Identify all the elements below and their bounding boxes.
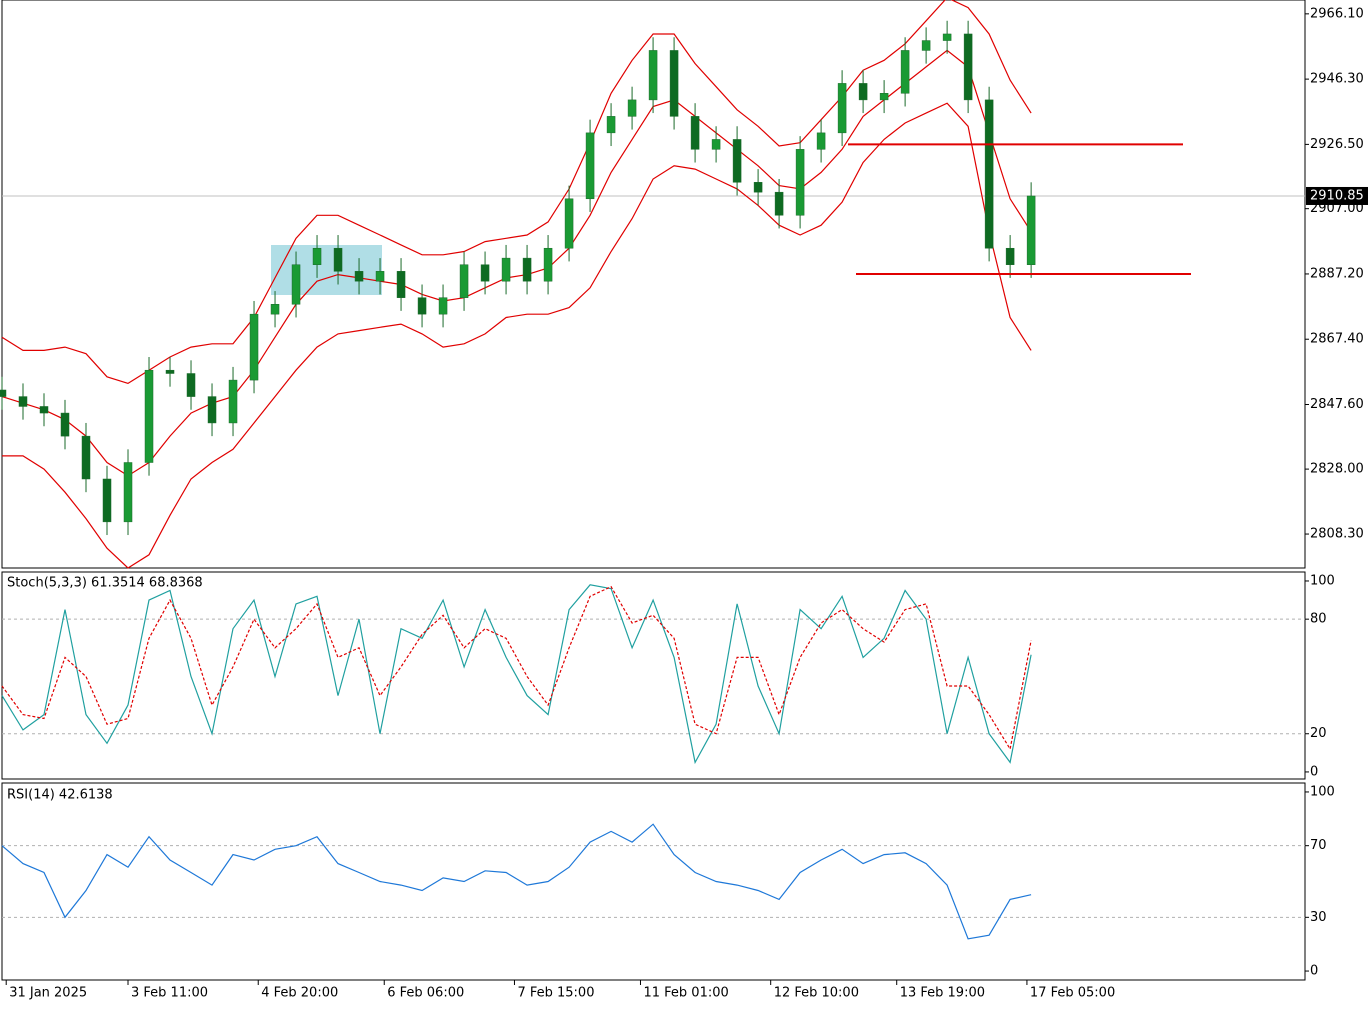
x-tick-label: 31 Jan 2025	[9, 986, 87, 1001]
x-tick-label: 12 Feb 10:00	[774, 986, 859, 1001]
candle-body	[0, 389, 7, 397]
rsi-panel	[1, 782, 1306, 981]
candle-body	[417, 297, 427, 315]
y-tick-label: 80	[1310, 612, 1327, 627]
x-tick-label: 17 Feb 05:00	[1030, 986, 1115, 1001]
y-tick-label: 70	[1310, 838, 1327, 853]
y-tick-label: 2828.00	[1310, 462, 1364, 477]
candle-body	[501, 257, 511, 282]
candle-body	[396, 271, 406, 298]
price-panel	[1, 0, 1306, 569]
candle-body	[60, 412, 70, 437]
series-line	[1, 584, 1032, 765]
x-tick-label: 6 Feb 06:00	[387, 986, 464, 1001]
candle-body	[711, 139, 721, 150]
y-tick-label: 2946.30	[1310, 72, 1364, 87]
candle-body	[984, 99, 994, 249]
candle-body	[312, 247, 322, 265]
y-tick-label: 0	[1310, 764, 1318, 779]
y-tick-label: 2847.60	[1310, 397, 1364, 412]
highlight-zone	[271, 245, 382, 295]
y-tick-label: 2867.40	[1310, 332, 1364, 347]
candle-body	[123, 462, 133, 523]
candle-body	[81, 435, 91, 480]
last-price-box	[1306, 186, 1368, 205]
candle-body	[564, 198, 574, 249]
candle-body	[102, 478, 112, 523]
candle-body	[39, 406, 49, 414]
candle-body	[249, 313, 259, 381]
candle-body	[144, 369, 154, 463]
candle-body	[165, 369, 175, 374]
candle-body	[228, 379, 238, 424]
candle-body	[774, 191, 784, 216]
y-tick-label: 2926.50	[1310, 137, 1364, 152]
candle-body	[732, 139, 742, 183]
candle-body	[585, 132, 595, 200]
candle-body	[921, 40, 931, 51]
candle-body	[1026, 195, 1036, 265]
candle-body	[900, 50, 910, 94]
candle-body	[942, 33, 952, 41]
candle-body	[816, 132, 826, 150]
series-line	[1, 49, 1032, 477]
series-line	[2, 102, 1032, 569]
candle-body	[333, 247, 343, 272]
candle-body	[606, 116, 616, 134]
x-tick-label: 13 Feb 19:00	[900, 986, 985, 1001]
candle-body	[627, 99, 637, 117]
y-tick-label: 2966.10	[1310, 6, 1364, 21]
candle-body	[438, 297, 448, 315]
series-line	[1, 0, 1032, 385]
candle-body	[354, 271, 364, 282]
candle-body	[270, 304, 280, 315]
candle-body	[522, 257, 532, 282]
candle-body	[375, 271, 385, 282]
y-tick-label: 100	[1310, 573, 1335, 588]
x-tick-label: 3 Feb 11:00	[131, 986, 208, 1001]
candle-body	[879, 93, 889, 101]
series-line	[1, 585, 1032, 751]
candle-body	[480, 264, 490, 282]
candle-body	[543, 247, 553, 282]
y-tick-label: 2887.20	[1310, 266, 1364, 281]
candle-body	[186, 373, 196, 397]
candle-body	[858, 83, 868, 101]
candle-body	[753, 182, 763, 193]
y-tick-label: 100	[1310, 784, 1335, 799]
rsi-title: RSI(14) 42.6138	[7, 788, 113, 803]
y-tick-label: 2808.30	[1310, 527, 1364, 542]
series-line	[1, 823, 1032, 940]
candle-body	[963, 33, 973, 101]
candle-body	[291, 264, 301, 305]
y-tick-label: 20	[1310, 726, 1327, 741]
x-tick-label: 7 Feb 15:00	[517, 986, 594, 1001]
candle-body	[207, 396, 217, 424]
stoch-title: Stoch(5,3,3) 61.3514 68.8368	[7, 576, 203, 591]
candle-body	[18, 396, 28, 407]
y-tick-label: 30	[1310, 910, 1327, 925]
candle-body	[690, 116, 700, 150]
stoch-panel	[1, 571, 1306, 780]
x-tick-label: 11 Feb 01:00	[643, 986, 728, 1001]
candle-body	[669, 50, 679, 117]
candle-body	[459, 264, 469, 298]
candle-body	[1005, 247, 1015, 265]
last-price-label: 2910.85	[1310, 188, 1364, 203]
x-tick-label: 4 Feb 20:00	[261, 986, 338, 1001]
y-tick-label: 0	[1310, 964, 1318, 979]
candle-body	[795, 149, 805, 216]
candle-body	[648, 50, 658, 101]
candle-body	[837, 83, 847, 134]
